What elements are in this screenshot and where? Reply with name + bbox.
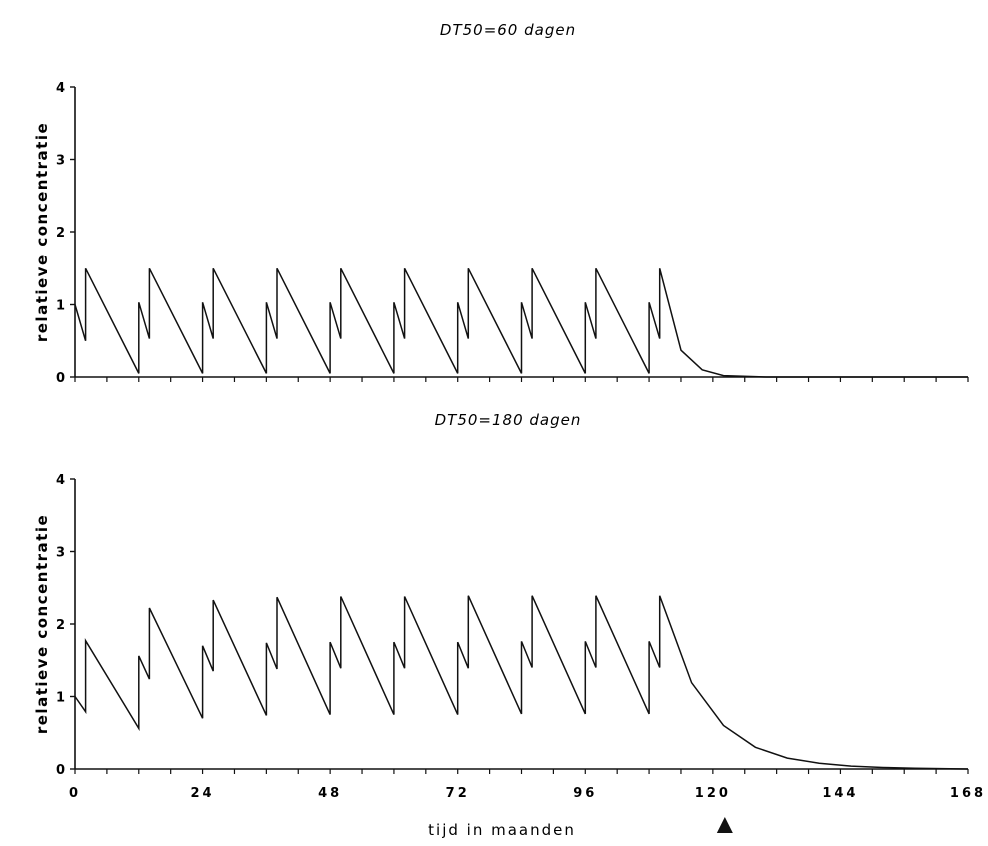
chart-2-x-tick-label: 72 <box>446 786 470 801</box>
chart-1-y-tick-label: 4 <box>56 81 65 96</box>
chart-2-x-tick-label: 144 <box>822 786 858 801</box>
chart-2-y-tick-label: 0 <box>56 763 65 778</box>
chart-2-x-tick-label: 0 <box>69 786 81 801</box>
chart-2-y-tick-label: 2 <box>56 618 65 633</box>
chart-2-x-tick-label: 48 <box>318 786 342 801</box>
chart-2-title: DT50=180 dagen <box>435 411 582 429</box>
chart-2-series-line <box>74 595 969 770</box>
triangle-marker-icon <box>716 817 733 833</box>
chart-1-series-line <box>74 267 968 378</box>
chart-1-y-tick-label: 1 <box>56 299 65 314</box>
chart-1-title: DT50=60 dagen <box>440 21 576 39</box>
chart-2-y-axis-label: relatieve concentratie <box>33 514 51 734</box>
chart-2-y-tick-label: 4 <box>56 473 65 488</box>
chart-2-x-tick-label: 96 <box>573 786 597 801</box>
chart-2-x-tick-label: 24 <box>191 786 215 801</box>
chart-2-y-tick-label: 1 <box>56 691 65 706</box>
chart-1-y-axis-label: relatieve concentratie <box>33 122 51 342</box>
chart-1-y-tick-label: 0 <box>56 371 65 386</box>
chart-2-x-tick-label: 168 <box>950 786 986 801</box>
chart-1-y-tick-label: 3 <box>56 154 65 169</box>
chart-2-y-tick-label: 3 <box>56 546 65 561</box>
chart-1-y-tick-label: 2 <box>56 226 65 241</box>
chart-2-x-axis-label: tijd in maanden <box>428 821 576 839</box>
chart-2-x-tick-label: 120 <box>695 786 731 801</box>
